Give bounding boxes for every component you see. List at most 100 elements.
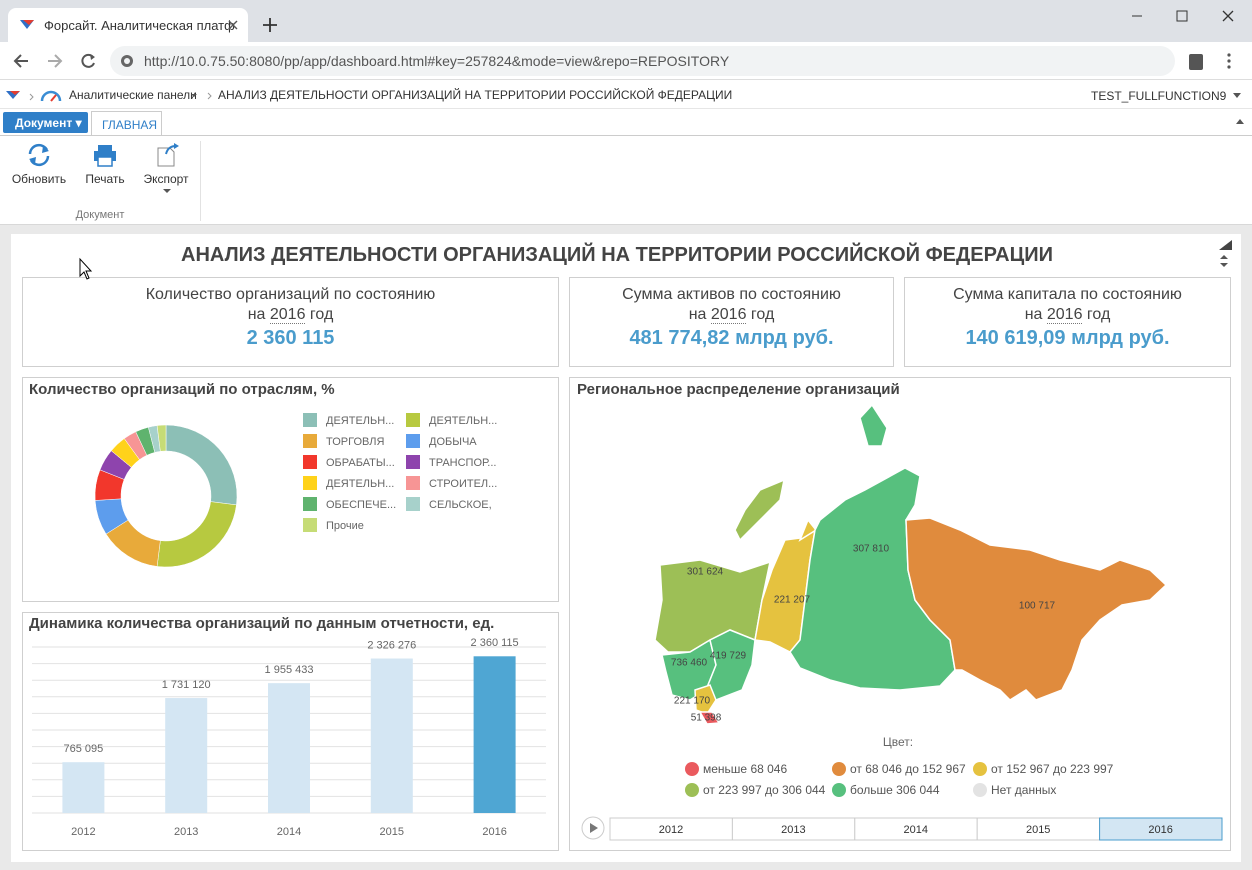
bar[interactable] <box>370 658 413 813</box>
kpi-label: Количество организаций по состоянию <box>145 286 436 303</box>
dashboard-scroll[interactable] <box>1215 240 1233 268</box>
legend-swatch[interactable] <box>303 497 317 511</box>
map-value-label: 221 207 <box>774 595 811 606</box>
kpi-suffix: год <box>309 306 334 323</box>
map-value-label: 307 810 <box>853 544 890 555</box>
kpi-year[interactable]: 2016 <box>1046 306 1083 324</box>
kpi-card: Сумма активов по состоянию на 2016 год 4… <box>569 277 894 367</box>
legend-label[interactable]: ДЕЯТЕЛЬН... <box>326 415 394 427</box>
refresh-button[interactable]: Обновить <box>11 172 67 186</box>
window-controls[interactable] <box>1130 8 1240 24</box>
map-region[interactable] <box>698 711 721 725</box>
kpi-card: Сумма капитала по состоянию на 2016 год … <box>904 277 1231 367</box>
map-legend-label[interactable]: от 223 997 до 306 044 <box>703 783 826 797</box>
map-legend-swatch[interactable] <box>685 783 699 797</box>
legend-label[interactable]: ДЕЯТЕЛЬН... <box>326 478 394 490</box>
timeline-year-label[interactable]: 2015 <box>1026 824 1050 836</box>
x-tick-label: 2012 <box>71 826 95 838</box>
document-menu[interactable]: Документ ▾ <box>3 112 88 133</box>
map-region[interactable] <box>859 403 888 447</box>
user-menu-arrow[interactable] <box>1233 93 1241 99</box>
legend-label[interactable]: ТРАНСПОР... <box>429 457 496 469</box>
map-region[interactable] <box>694 684 717 715</box>
map-value-label: 736 460 <box>671 658 708 669</box>
map-legend-swatch[interactable] <box>832 783 846 797</box>
kpi-value: 140 619,09 млрд руб. <box>965 327 1170 349</box>
timeline-year[interactable] <box>1099 817 1223 841</box>
tab-close[interactable] <box>228 20 238 30</box>
map-region[interactable] <box>905 517 1168 701</box>
legend-label[interactable]: ОБРАБАТЫ... <box>326 457 395 469</box>
bar[interactable] <box>268 683 310 813</box>
legend-swatch[interactable] <box>406 497 420 511</box>
legend-label[interactable]: СТРОИТЕЛ... <box>429 478 497 490</box>
mouse-cursor <box>79 257 93 280</box>
map-legend-swatch[interactable] <box>973 783 987 797</box>
timeline-year-label[interactable]: 2014 <box>904 824 928 836</box>
map-legend-swatch[interactable] <box>832 762 846 776</box>
kpi-year[interactable]: 2016 <box>710 306 747 324</box>
map-legend-label[interactable]: от 68 046 до 152 967 <box>850 762 966 776</box>
browser-tab[interactable]: Форсайт. Аналитическая платф <box>8 8 248 42</box>
legend-swatch[interactable] <box>406 455 420 469</box>
bar-value-label: 765 095 <box>64 743 104 755</box>
map-legend-label[interactable]: больше 306 044 <box>850 783 940 797</box>
export-arrow[interactable] <box>163 189 171 194</box>
timeline-year-label[interactable]: 2016 <box>1148 824 1172 836</box>
dashboard-title: АНАЛИЗ ДЕЯТЕЛЬНОСТИ ОРГАНИЗАЦИЙ НА ТЕРРИ… <box>181 244 1053 266</box>
breadcrumb[interactable]: Аналитические панели <box>69 88 197 102</box>
timeline-year-label[interactable]: 2012 <box>659 824 683 836</box>
pie-slice[interactable] <box>156 424 167 452</box>
legend-swatch[interactable] <box>303 455 317 469</box>
timeline-year-label[interactable]: 2013 <box>781 824 805 836</box>
new-tab[interactable] <box>262 17 278 33</box>
ribbon-collapse[interactable] <box>1236 119 1244 125</box>
bar[interactable] <box>62 762 105 813</box>
map-region[interactable] <box>705 629 756 701</box>
map-legend-swatch[interactable] <box>973 762 987 776</box>
legend-label[interactable]: СЕЛЬСКОЕ, <box>429 499 492 511</box>
bar[interactable] <box>165 698 208 813</box>
pie-slice[interactable] <box>156 501 237 568</box>
map-legend-swatch[interactable] <box>685 762 699 776</box>
url: http://10.0.75.50:8080/pp/app/dashboard.… <box>144 53 730 69</box>
legend-label[interactable]: ДОБЫЧА <box>429 436 477 448</box>
print-button[interactable]: Печать <box>85 172 125 186</box>
kpi-label: Сумма активов по состоянию <box>622 286 841 303</box>
legend-label[interactable]: Прочие <box>326 520 364 532</box>
legend-label[interactable]: ОБЕСПЕЧЕ... <box>326 499 396 511</box>
dashboard: АНАЛИЗ ДЕЯТЕЛЬНОСТИ ОРГАНИЗАЦИЙ НА ТЕРРИ… <box>11 234 1241 862</box>
kpi-suffix: год <box>1086 306 1111 323</box>
bar[interactable] <box>473 656 516 813</box>
legend-label[interactable]: ДЕЯТЕЛЬН... <box>429 415 497 427</box>
kpi-card: Количество организаций по состоянию на 2… <box>22 277 559 367</box>
map-region[interactable] <box>734 478 786 542</box>
user-name[interactable]: TEST_FULLFUNCTION9 <box>1091 89 1227 103</box>
kpi-year[interactable]: 2016 <box>269 306 306 324</box>
tab-icon <box>20 20 34 29</box>
url-field[interactable]: http://10.0.75.50:8080/pp/app/dashboard.… <box>110 46 1175 76</box>
export-button[interactable]: Экспорт <box>143 172 189 186</box>
legend-swatch[interactable] <box>406 476 420 490</box>
nav-buttons[interactable] <box>12 52 102 70</box>
legend-swatch[interactable] <box>303 476 317 490</box>
bar-value-label: 2 326 276 <box>367 639 416 651</box>
map-region[interactable] <box>798 518 818 542</box>
site-info-icon[interactable] <box>120 54 134 68</box>
legend-swatch[interactable] <box>406 434 420 448</box>
pie-slice[interactable] <box>165 424 238 506</box>
map-legend-label[interactable]: меньше 68 046 <box>703 762 787 776</box>
browser-extras[interactable] <box>1188 51 1238 71</box>
legend-swatch[interactable] <box>303 518 317 532</box>
map-legend-label[interactable]: Нет данных <box>991 783 1056 797</box>
timeline-play-icon[interactable] <box>590 823 598 833</box>
print-icon[interactable] <box>93 143 117 167</box>
export-icon[interactable] <box>156 142 180 168</box>
map-legend-title: Цвет: <box>883 735 913 749</box>
legend-swatch[interactable] <box>303 434 317 448</box>
legend-swatch[interactable] <box>303 413 317 427</box>
legend-label[interactable]: ТОРГОВЛЯ <box>326 436 384 448</box>
legend-swatch[interactable] <box>406 413 420 427</box>
refresh-icon[interactable] <box>26 143 52 167</box>
map-legend-label[interactable]: от 152 967 до 223 997 <box>991 762 1114 776</box>
